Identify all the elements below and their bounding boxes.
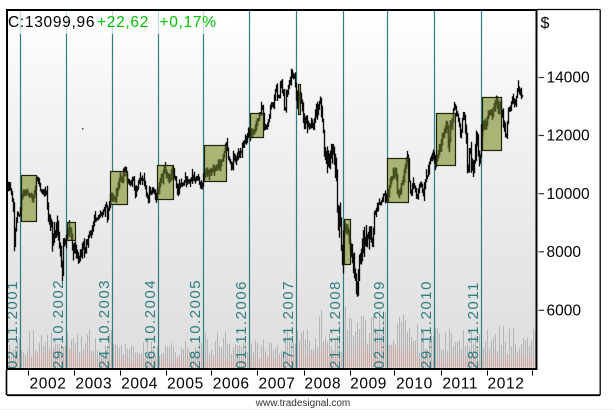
svg-text:2002: 2002 xyxy=(30,376,67,393)
svg-text:27.11.2007: 27.11.2007 xyxy=(280,280,297,369)
svg-text:26.10.2004: 26.10.2004 xyxy=(142,279,159,369)
svg-text:28.10.2005: 28.10.2005 xyxy=(187,279,204,369)
svg-text:+22,62: +22,62 xyxy=(97,14,149,31)
svg-text:02.11.2009: 02.11.2009 xyxy=(371,280,388,369)
svg-text:14000: 14000 xyxy=(547,70,590,87)
svg-text:01.11.2006: 01.11.2006 xyxy=(233,280,250,369)
svg-text:02.11.2001: 02.11.2001 xyxy=(4,280,21,369)
svg-text:C:13099,96: C:13099,96 xyxy=(8,14,95,31)
svg-text:29.11.2010: 29.11.2010 xyxy=(418,280,435,369)
svg-text:2007: 2007 xyxy=(259,376,296,393)
svg-text:$: $ xyxy=(541,15,550,32)
svg-text:8000: 8000 xyxy=(547,244,582,261)
svg-text:24.10.2003: 24.10.2003 xyxy=(96,279,113,369)
svg-text:2012: 2012 xyxy=(488,376,525,393)
svg-text:2006: 2006 xyxy=(213,376,250,393)
svg-text:12000: 12000 xyxy=(547,128,590,145)
svg-text:2008: 2008 xyxy=(304,376,341,393)
svg-text:28.11.2011: 28.11.2011 xyxy=(465,281,482,369)
svg-text:2004: 2004 xyxy=(121,376,158,393)
svg-text:2009: 2009 xyxy=(350,376,387,393)
svg-text:2011: 2011 xyxy=(442,376,478,393)
svg-text:2010: 2010 xyxy=(396,376,433,393)
svg-text:21.11.2008: 21.11.2008 xyxy=(327,280,344,369)
svg-text:2005: 2005 xyxy=(167,376,204,393)
svg-text:10000: 10000 xyxy=(547,186,590,203)
svg-text:6000: 6000 xyxy=(547,302,582,319)
svg-text:29.10.2002: 29.10.2002 xyxy=(50,279,67,369)
svg-text:+0,17%: +0,17% xyxy=(160,14,217,31)
svg-text:2003: 2003 xyxy=(75,376,112,393)
svg-text:www.tradesignal.com: www.tradesignal.com xyxy=(255,398,350,409)
